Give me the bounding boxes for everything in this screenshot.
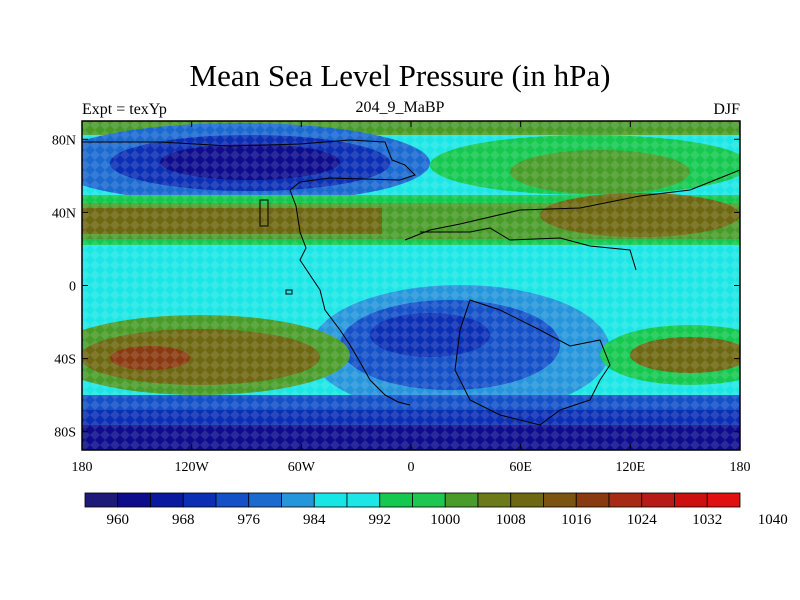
colorbar-swatch bbox=[706, 492, 741, 508]
colorbar-label: 1000 bbox=[430, 512, 460, 528]
colorbar-label: 1032 bbox=[692, 512, 722, 528]
colorbar-swatch bbox=[575, 492, 610, 508]
colorbar-swatch bbox=[346, 492, 381, 508]
y-tick-label: 80N bbox=[52, 133, 76, 148]
colorbar-label: 976 bbox=[238, 512, 261, 528]
coastlines bbox=[82, 139, 740, 426]
colorbar-label: 1024 bbox=[627, 512, 658, 528]
colorbar-swatch bbox=[248, 492, 282, 508]
colorbar-swatch bbox=[674, 492, 708, 508]
colorbar-swatch bbox=[313, 492, 348, 508]
x-tick-label: 180 bbox=[72, 460, 93, 475]
colorbar-swatch bbox=[444, 492, 479, 508]
colorbar-label: 968 bbox=[172, 512, 195, 528]
colorbar-label: 992 bbox=[369, 512, 392, 528]
y-tick-label: 0 bbox=[69, 280, 76, 295]
y-tick-label: 40S bbox=[54, 353, 76, 368]
y-tick-label: 40N bbox=[52, 206, 76, 221]
season-label: DJF bbox=[713, 101, 740, 118]
y-tick-label: 80S bbox=[54, 426, 76, 441]
colorbar: 960 968 976 984 992 1000 1008 1016 1024 1032 1040 bbox=[84, 492, 788, 528]
colorbar-swatch bbox=[641, 492, 675, 508]
colorbar-swatch bbox=[510, 492, 544, 508]
colorbar-swatch bbox=[117, 492, 151, 508]
x-tick-label: 120W bbox=[175, 460, 210, 475]
experiment-label: Expt = texYp bbox=[82, 101, 167, 118]
map-title: Mean Sea Level Pressure (in hPa) bbox=[189, 58, 611, 93]
colorbar-label: 1040 bbox=[758, 512, 788, 528]
colorbar-swatch bbox=[608, 492, 643, 508]
colorbar-swatch bbox=[182, 492, 217, 508]
colorbar-swatch bbox=[477, 492, 512, 508]
colorbar-swatch bbox=[215, 492, 250, 508]
colorbar-label: 984 bbox=[303, 512, 326, 528]
age-label: 204_9_MaBP bbox=[355, 99, 445, 116]
pressure-field bbox=[82, 121, 740, 450]
x-tick-label: 0 bbox=[408, 460, 415, 475]
x-tick-label: 60W bbox=[288, 460, 316, 475]
x-tick-label: 120E bbox=[616, 460, 646, 475]
colorbar-swatch bbox=[84, 492, 119, 508]
x-tick-label: 180 bbox=[730, 460, 751, 475]
colorbar-label: 960 bbox=[107, 512, 130, 528]
map-axes: 180 120W 60W 0 60E 120E 180 80N 40N 0 40S 80S bbox=[52, 121, 751, 475]
x-tick-label: 60E bbox=[509, 460, 532, 475]
colorbar-swatch bbox=[281, 492, 315, 508]
colorbar-swatch bbox=[150, 492, 184, 508]
colorbar-label: 1016 bbox=[561, 512, 592, 528]
colorbar-swatch bbox=[412, 492, 446, 508]
colorbar-swatch bbox=[543, 492, 577, 508]
colorbar-swatch bbox=[379, 492, 413, 508]
colorbar-label: 1008 bbox=[496, 512, 526, 528]
